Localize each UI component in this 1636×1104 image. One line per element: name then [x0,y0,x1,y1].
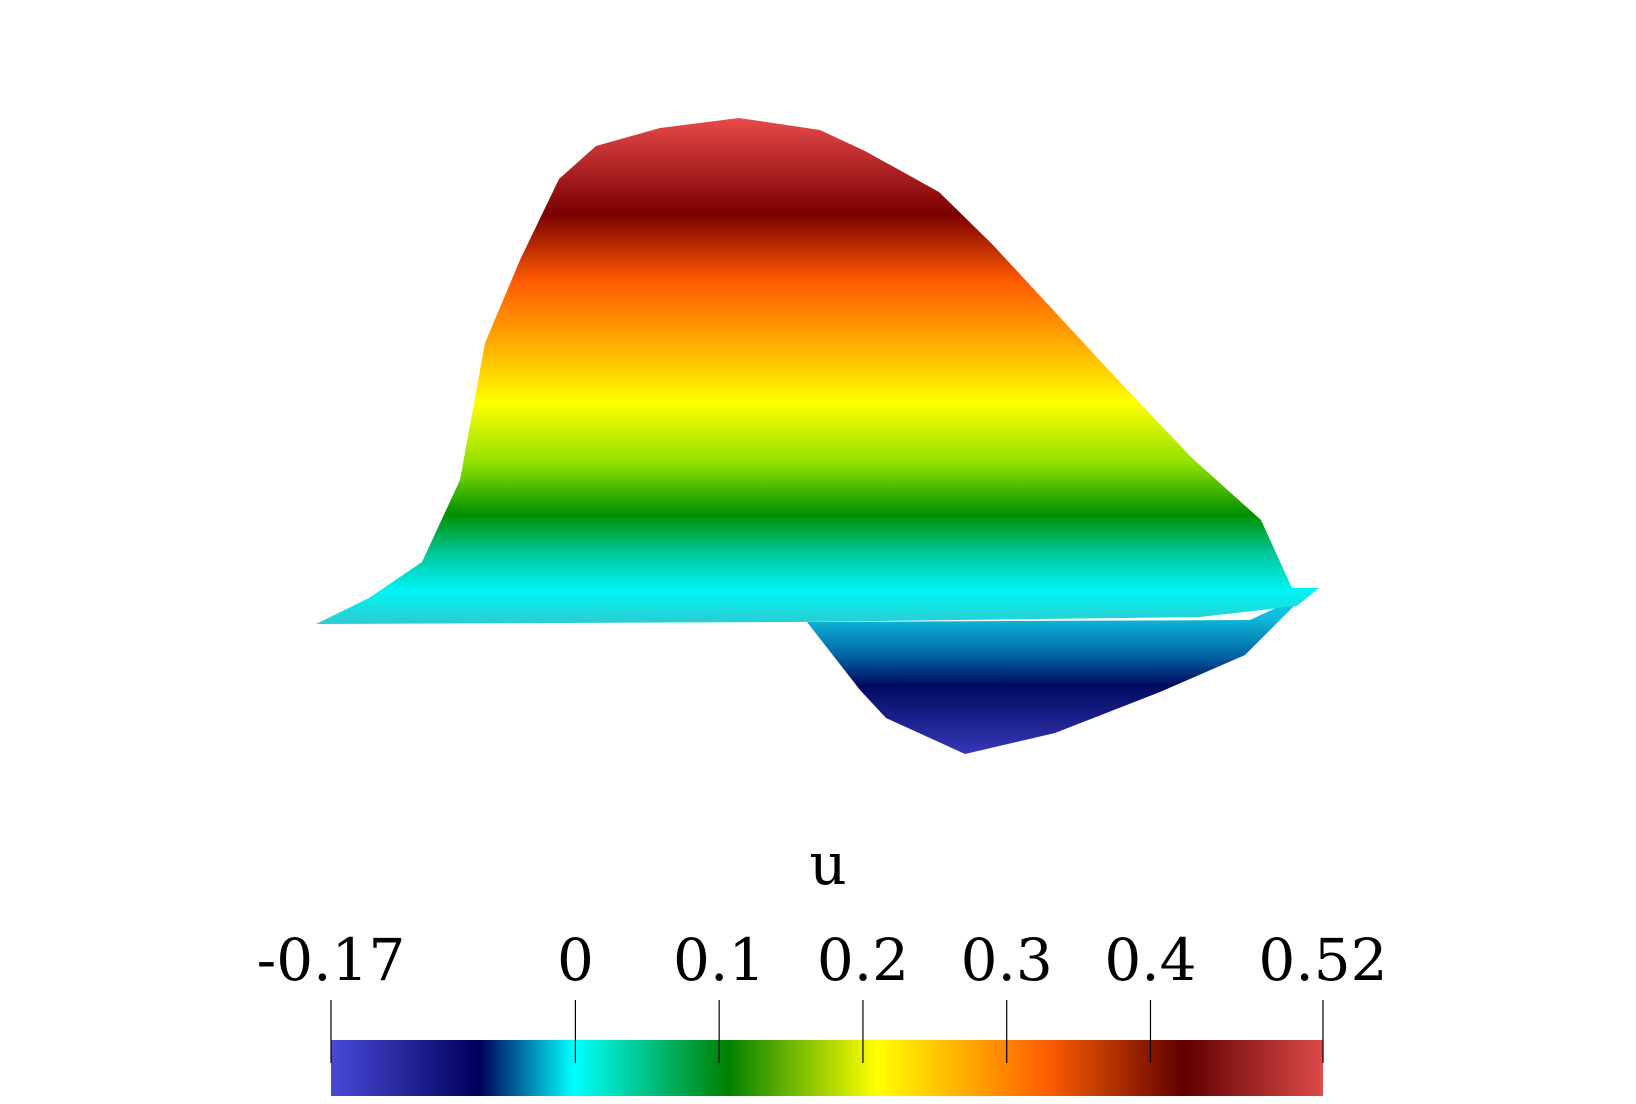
tick-label: 0.4 [1104,926,1196,994]
surface-lower [807,588,1319,754]
tick-label: -0.17 [257,926,406,994]
colorbar-gradient [331,1040,1323,1096]
tick-label: 0.3 [961,926,1053,994]
tick-label: 0.1 [673,926,765,994]
surface-upper [316,118,1319,624]
tick-label: 0 [557,926,594,994]
surface [316,118,1319,754]
colorbar-title: u [809,830,846,898]
tick-label: 0.52 [1258,926,1387,994]
tick-label: 0.2 [817,926,909,994]
colorbar: u -0.17 0 0.1 0.2 0.3 0.4 0.52 [257,830,1388,1096]
